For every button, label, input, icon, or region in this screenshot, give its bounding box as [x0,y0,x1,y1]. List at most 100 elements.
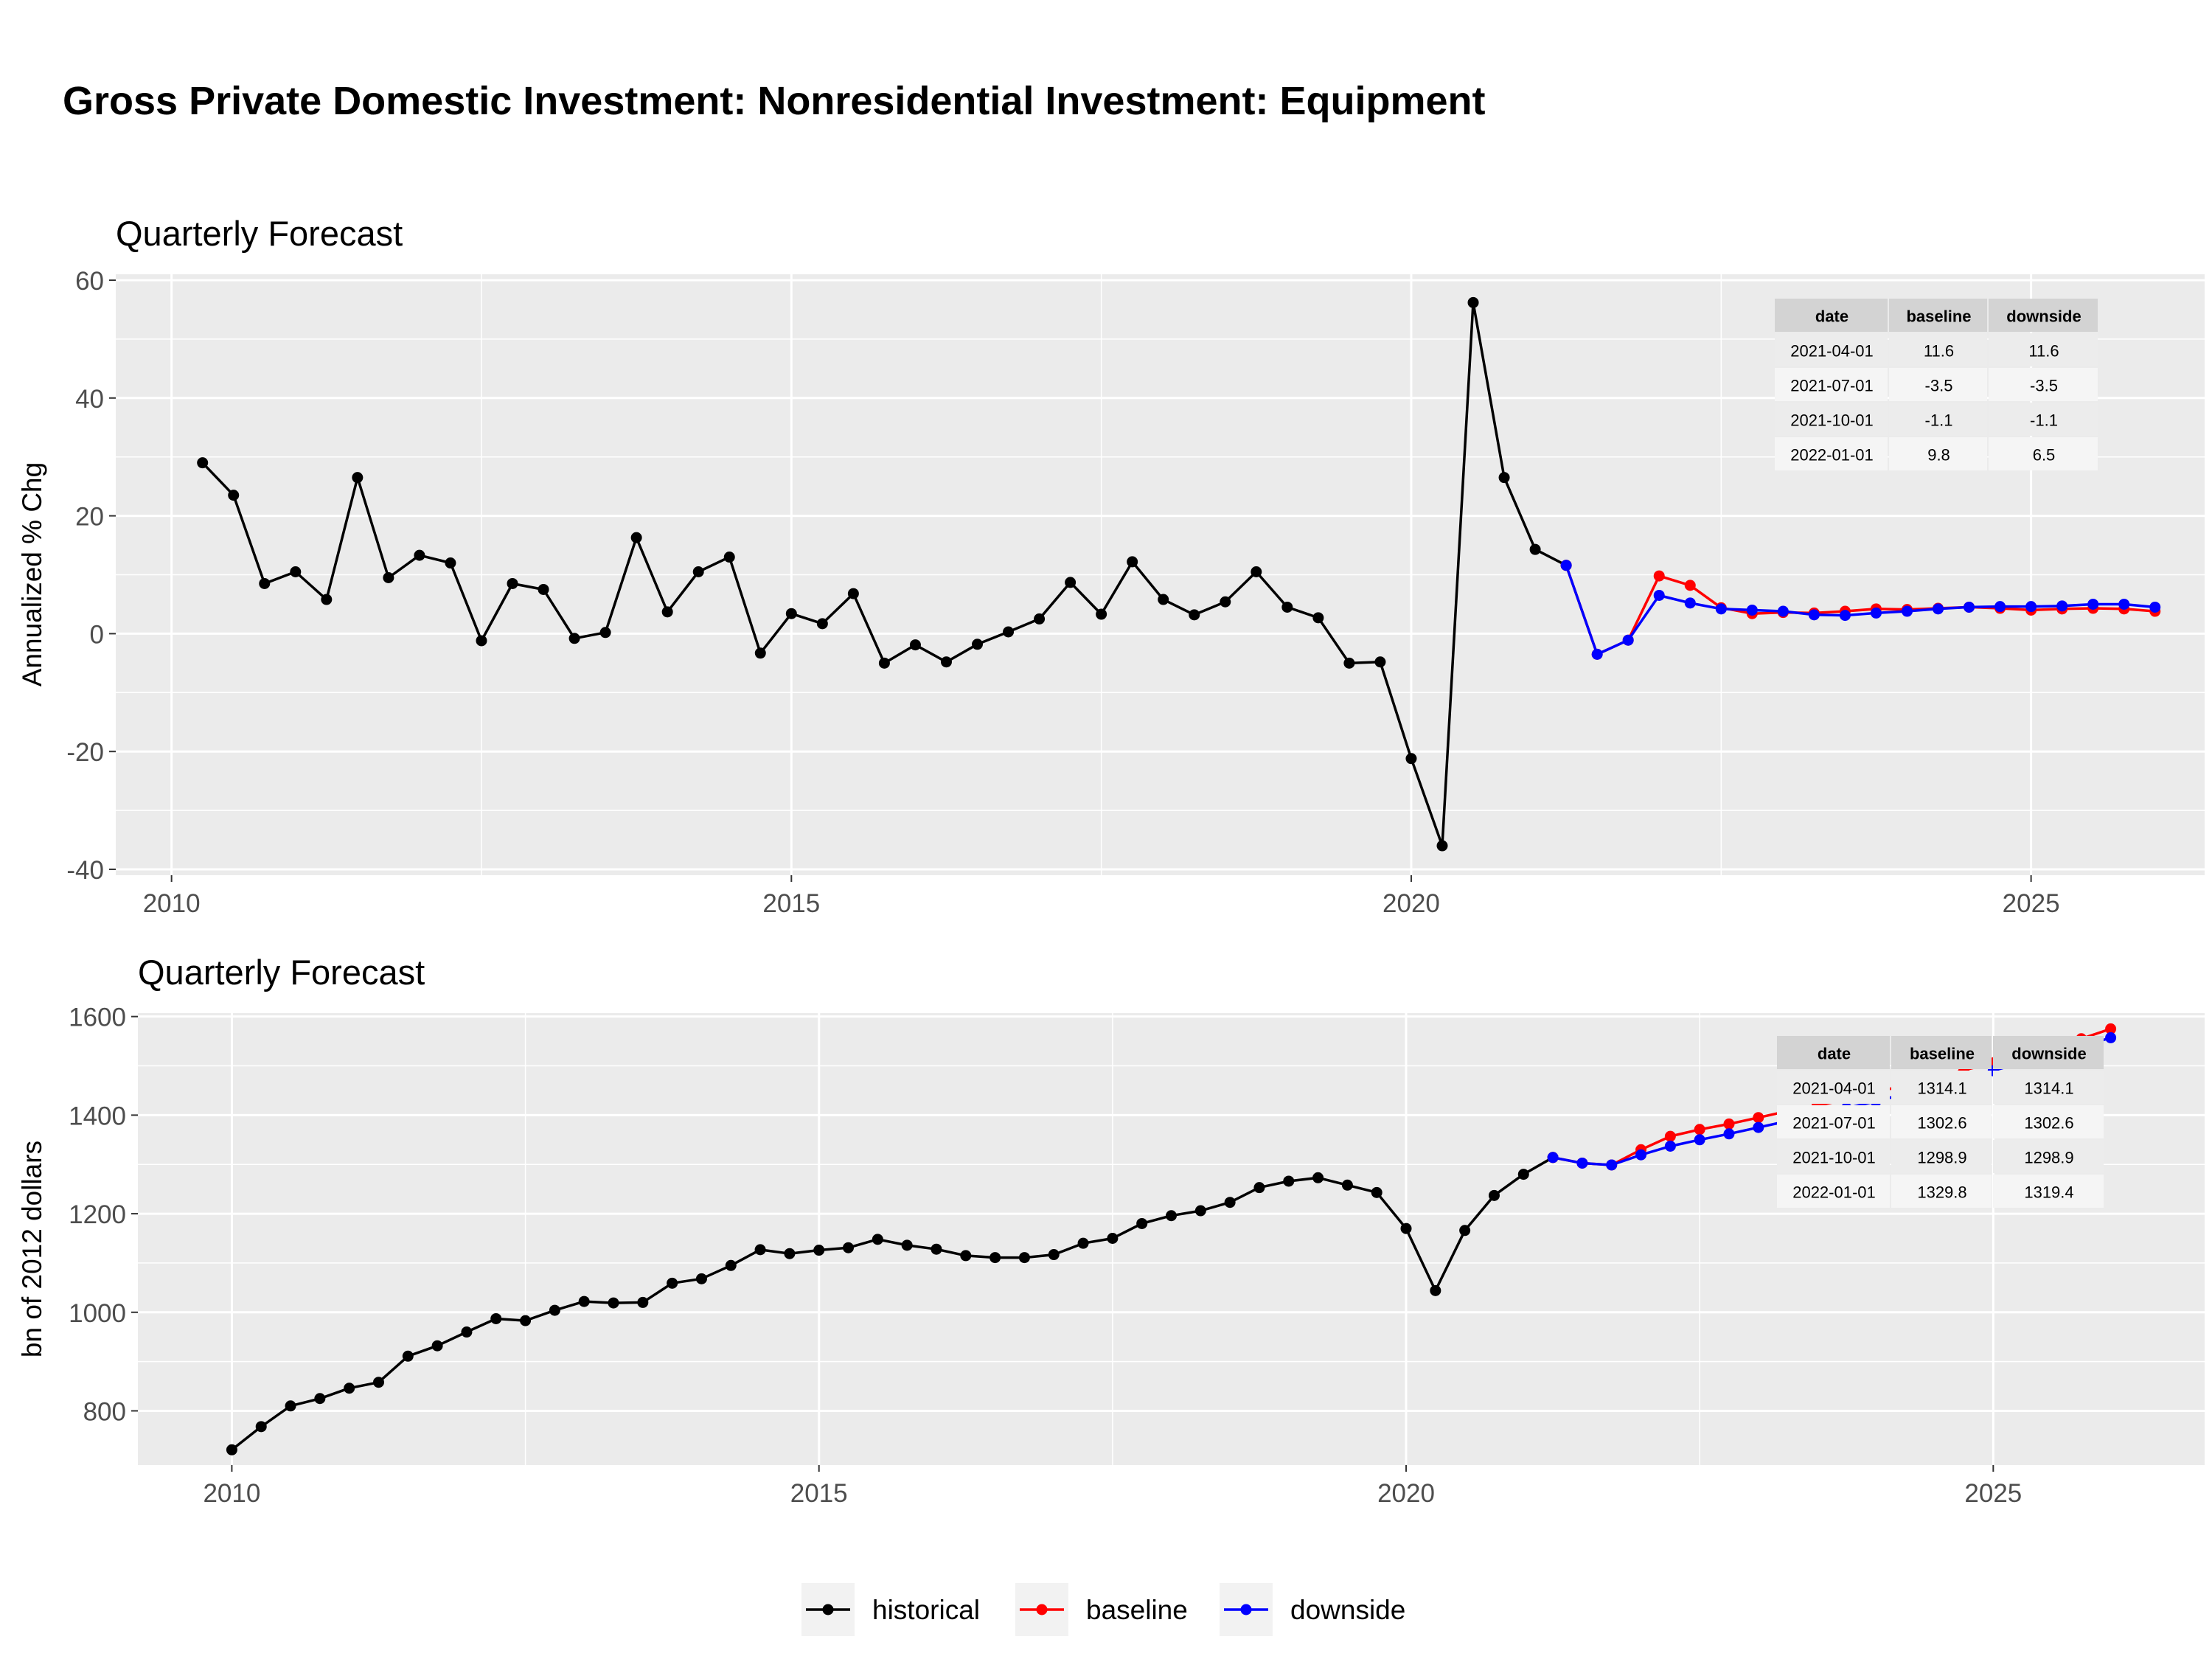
data-point-downside [2105,1032,2117,1043]
data-point-historical [1166,1210,1177,1222]
data-point-historical [1224,1197,1236,1208]
table-cell-text: 1314.1 [2024,1079,2073,1098]
x-tick-label: 2025 [2003,889,2060,918]
table-cell-text: 6.5 [2033,446,2056,465]
data-point-historical [1405,753,1417,765]
legend-point-historical [822,1604,834,1615]
data-point-historical [1077,1237,1089,1249]
data-point-baseline [1664,1130,1676,1142]
data-point-historical [285,1400,296,1412]
table-cell [1993,1140,2104,1173]
data-point-downside [1635,1149,1647,1161]
data-point-historical [461,1326,473,1338]
y-tick-label: 60 [75,267,104,296]
y-tick-label: 800 [83,1397,126,1426]
y-tick-label: 1200 [69,1200,126,1229]
data-point-historical [1312,612,1324,624]
table-cell-text: 11.6 [2028,342,2059,361]
legend-label-baseline: baseline [1086,1595,1188,1625]
table-cell [1993,1071,2104,1104]
table-cell [1993,1105,2104,1138]
panel-top-y-ticks: -40 -20 0 20 40 60 [66,267,116,885]
data-point-historical [383,571,394,583]
table-cell-text: 2021-04-01 [1792,1079,1876,1098]
table-cell [1777,1071,1890,1104]
data-point-downside [2025,601,2037,613]
data-point-historical [538,583,549,595]
data-point-downside [1547,1152,1559,1164]
table-cell-text: 1298.9 [1917,1149,1966,1167]
data-point-historical [843,1242,855,1253]
panel-top-y-axis-label: Annualized % Chg [17,462,47,686]
data-point-historical [637,1296,649,1308]
table-cell-text: -3.5 [1925,377,1953,395]
data-point-downside [1901,605,1913,617]
table-header-cell [1993,1036,2104,1069]
data-point-downside [2149,601,2161,613]
data-point-historical [414,549,425,561]
data-point-historical [1158,594,1169,605]
data-point-downside [1777,605,1789,617]
table-cell [1891,1105,1992,1138]
data-point-historical [1529,543,1541,555]
data-point-historical [228,490,240,501]
data-point-historical [314,1393,326,1405]
data-point-historical [507,577,518,589]
data-point-historical [549,1304,560,1316]
data-point-downside [1839,610,1851,622]
data-point-downside [1591,648,1603,660]
panel-top-subtitle: Quarterly Forecast [116,214,403,253]
panel-bottom: Quarterly Forecast 800 1000 1200 1400 1600 2… [17,953,2205,1508]
table-cell [1889,437,1987,470]
table-cell-text: 1298.9 [2024,1149,2073,1167]
table-cell [1891,1140,1992,1173]
data-point-historical [402,1350,414,1362]
table-cell [1775,368,1888,401]
table-cell [1775,437,1888,470]
data-point-historical [990,1252,1001,1264]
data-point-historical [321,594,333,605]
y-tick-label: 1400 [69,1102,126,1130]
table-cell-text: 2021-04-01 [1790,342,1874,361]
table-cell-text: -1.1 [2030,411,2058,430]
data-point-historical [692,566,704,578]
data-point-historical [1400,1222,1412,1234]
data-point-downside [1746,604,1758,616]
data-point-downside [2118,598,2130,610]
data-point-historical [608,1297,619,1309]
data-point-historical [1374,656,1386,668]
data-point-historical [372,1377,384,1388]
table-cell-text: 1302.6 [1917,1114,1966,1133]
chart-title: Gross Private Domestic Investment: Nonre… [63,79,1485,123]
data-point-downside [1964,601,1975,613]
table-cell-text: 2022-01-01 [1790,446,1874,465]
data-point-downside [1753,1121,1764,1133]
table-cell-text: 2021-07-01 [1790,377,1874,395]
data-point-historical [1498,472,1510,484]
data-point-baseline [2105,1023,2117,1034]
data-point-historical [960,1250,972,1262]
y-tick-label: -40 [66,856,104,885]
y-tick-label: 20 [75,503,104,532]
legend-item-historical[interactable]: historical [801,1583,980,1636]
table-header-cell [1891,1036,1992,1069]
data-point-historical [816,618,828,630]
data-point-historical [872,1234,883,1245]
x-tick-label: 2020 [1382,889,1440,918]
series-line-historical [231,1156,1554,1451]
data-point-historical [1127,556,1138,568]
panel-bottom-table: date baseline downside 2021-04-01 1314.1 1314… [1777,1036,2104,1208]
data-point-downside [1576,1157,1588,1169]
table-cell [1989,437,2098,470]
table-cell [1775,333,1888,366]
data-point-downside [1622,634,1634,646]
legend-item-baseline[interactable]: baseline [1015,1583,1188,1636]
data-point-historical [1467,296,1479,308]
table-cell-text: 2021-10-01 [1790,411,1874,430]
legend-item-downside[interactable]: downside [1220,1583,1405,1636]
data-point-historical [599,627,611,639]
table-cell [1891,1071,1992,1104]
data-point-historical [1343,657,1355,669]
panel-bottom-y-ticks: 800 1000 1200 1400 1600 [69,1004,138,1426]
